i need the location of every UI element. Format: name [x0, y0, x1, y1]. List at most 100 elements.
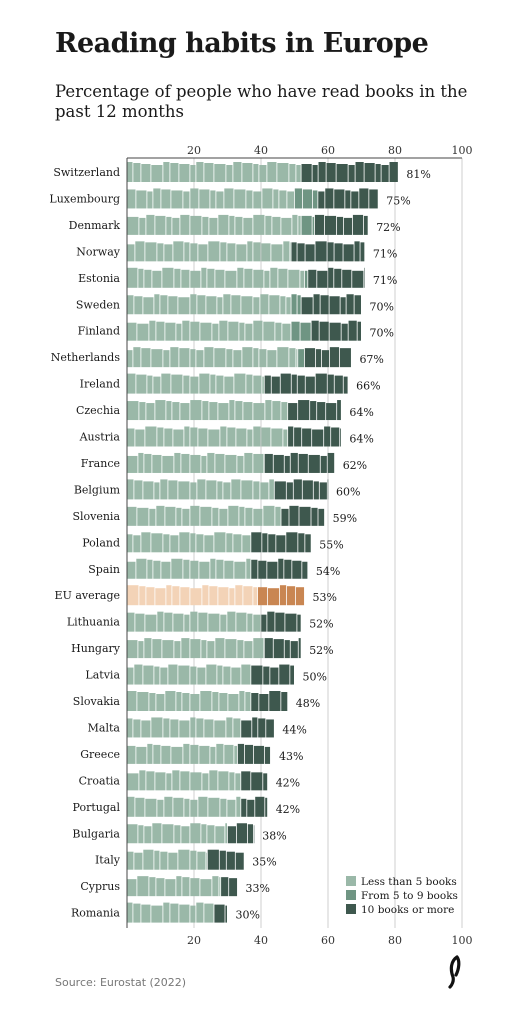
- book-spine: [190, 905, 196, 923]
- data-label: 43%: [279, 750, 303, 763]
- book-spine: [144, 453, 152, 473]
- book-spine: [253, 453, 264, 473]
- book-spine: [190, 666, 197, 685]
- book-spine: [190, 694, 200, 711]
- book-spine: [253, 214, 265, 235]
- book-spine: [237, 743, 245, 764]
- book-spine: [313, 294, 320, 315]
- book-spine: [174, 268, 181, 288]
- book-spine: [244, 452, 253, 473]
- bar-row: [127, 400, 341, 421]
- bar-segment: [207, 849, 244, 870]
- bar-segment: [127, 347, 298, 368]
- book-spine: [299, 506, 311, 526]
- bar-row: [127, 585, 305, 606]
- publisher-logo-icon: [448, 955, 461, 989]
- book-spine: [302, 189, 312, 209]
- x-tick-label-top: 100: [452, 144, 473, 157]
- book-spine: [219, 693, 228, 711]
- book-spine: [190, 878, 200, 897]
- book-spine: [244, 641, 253, 659]
- book-spine: [298, 533, 305, 553]
- book-spine: [258, 560, 267, 579]
- data-label: 52%: [309, 644, 333, 657]
- book-spine: [253, 638, 264, 659]
- book-spine: [234, 189, 246, 209]
- book-spine: [139, 586, 146, 606]
- book-spine: [216, 375, 224, 394]
- book-spine: [146, 587, 155, 606]
- book-spine: [295, 587, 305, 606]
- book-spine: [151, 349, 163, 368]
- book-spine: [243, 402, 253, 421]
- book-spine: [242, 347, 253, 368]
- book-spine: [164, 796, 173, 817]
- book-spine: [181, 826, 190, 844]
- book-spine: [215, 638, 225, 659]
- book-spine: [262, 188, 273, 209]
- book-spine: [359, 188, 369, 209]
- bar-row: [127, 638, 301, 659]
- book-spine: [267, 162, 277, 182]
- book-spine: [183, 375, 190, 394]
- bar-row: [127, 267, 365, 288]
- book-spine: [133, 163, 141, 182]
- book-spine: [329, 296, 340, 315]
- data-label: 35%: [252, 856, 276, 869]
- book-spine: [264, 270, 270, 288]
- book-spine: [135, 429, 145, 447]
- book-spine: [381, 165, 389, 182]
- bar-row: [127, 664, 294, 685]
- book-spine: [166, 773, 172, 791]
- book-spine: [165, 691, 176, 711]
- category-label: Portugal: [73, 801, 121, 814]
- book-spine: [253, 269, 264, 288]
- book-spine: [276, 535, 286, 553]
- bar-segment: [127, 294, 291, 315]
- book-spine: [237, 267, 244, 288]
- book-spine: [127, 373, 136, 394]
- book-spine: [320, 455, 327, 473]
- bar-segment: [261, 611, 301, 632]
- book-spine: [263, 321, 275, 341]
- book-spine: [139, 402, 146, 421]
- book-spine: [297, 243, 305, 262]
- bar-row: [127, 823, 255, 844]
- book-spine: [127, 189, 136, 209]
- data-label: 52%: [309, 618, 333, 631]
- book-spine: [235, 401, 243, 421]
- book-spine: [154, 294, 160, 315]
- book-spine: [127, 428, 135, 447]
- book-spine: [207, 641, 215, 659]
- book-spine: [214, 164, 226, 182]
- book-spine: [305, 534, 311, 553]
- book-spine: [301, 297, 313, 315]
- book-spine: [247, 241, 253, 262]
- book-spine: [154, 666, 160, 685]
- book-spine: [351, 191, 359, 209]
- book-spine: [160, 851, 168, 870]
- book-spine: [190, 243, 198, 262]
- book-spine: [348, 165, 355, 182]
- book-spine: [147, 559, 153, 579]
- book-spine: [155, 588, 166, 606]
- book-spine: [226, 349, 233, 368]
- book-spine: [296, 349, 298, 368]
- book-spine: [162, 824, 174, 844]
- category-label: Finland: [78, 325, 120, 338]
- book-spine: [235, 585, 243, 606]
- book-spine: [258, 718, 266, 738]
- data-label: 44%: [282, 723, 306, 736]
- book-spine: [168, 852, 178, 870]
- book-spine: [190, 215, 202, 235]
- book-spine: [239, 322, 245, 341]
- book-spine: [288, 426, 294, 447]
- book-spine: [343, 376, 348, 394]
- book-spine: [253, 348, 259, 368]
- bar-segment: [301, 215, 315, 235]
- book-spine: [220, 614, 227, 632]
- book-spine: [264, 453, 273, 473]
- category-label: Sweden: [76, 298, 120, 311]
- book-spine: [162, 267, 174, 288]
- book-spine: [279, 190, 287, 209]
